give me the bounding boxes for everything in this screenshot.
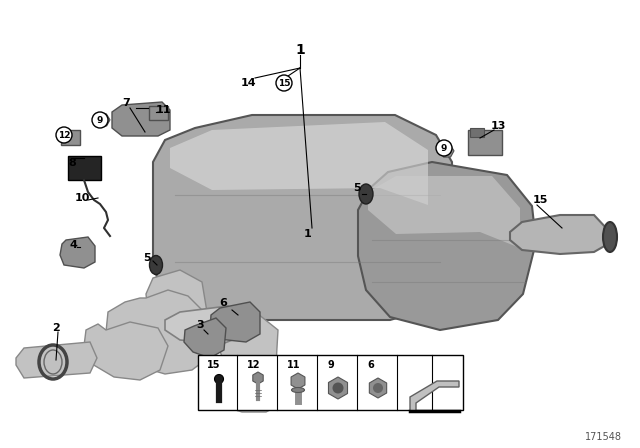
Bar xyxy=(61,130,80,145)
Text: 9: 9 xyxy=(327,360,333,370)
Polygon shape xyxy=(170,122,428,205)
Circle shape xyxy=(276,75,292,91)
Polygon shape xyxy=(410,381,459,411)
Text: 5: 5 xyxy=(353,183,361,193)
Text: 12: 12 xyxy=(58,130,70,139)
Circle shape xyxy=(56,127,72,143)
Polygon shape xyxy=(368,176,520,248)
Polygon shape xyxy=(210,357,282,412)
Text: 11: 11 xyxy=(287,360,301,370)
Text: 15: 15 xyxy=(207,360,221,370)
Text: 9: 9 xyxy=(441,143,447,152)
Polygon shape xyxy=(16,342,97,378)
Text: 5: 5 xyxy=(143,253,151,263)
Text: 12: 12 xyxy=(247,360,260,370)
Text: 7: 7 xyxy=(122,98,130,108)
Text: 171548: 171548 xyxy=(585,432,622,442)
Polygon shape xyxy=(146,270,208,328)
Circle shape xyxy=(436,140,452,156)
Text: 10: 10 xyxy=(74,193,90,203)
Text: 3: 3 xyxy=(196,320,204,330)
Ellipse shape xyxy=(359,184,373,204)
Text: 15: 15 xyxy=(532,195,548,205)
Ellipse shape xyxy=(603,222,617,252)
Polygon shape xyxy=(106,290,214,374)
Text: 15: 15 xyxy=(278,78,291,87)
Bar xyxy=(68,156,101,180)
Polygon shape xyxy=(84,322,168,380)
Text: 6: 6 xyxy=(367,360,374,370)
Circle shape xyxy=(333,383,344,393)
Text: 1: 1 xyxy=(304,229,312,239)
Text: 9: 9 xyxy=(97,116,103,125)
Polygon shape xyxy=(165,306,242,344)
Polygon shape xyxy=(60,237,95,268)
Text: 6: 6 xyxy=(219,298,227,308)
Polygon shape xyxy=(153,115,452,320)
Text: 1: 1 xyxy=(295,43,305,57)
Text: 11: 11 xyxy=(156,105,171,115)
Text: 8: 8 xyxy=(68,158,76,168)
Polygon shape xyxy=(212,314,278,374)
Polygon shape xyxy=(358,162,536,330)
Ellipse shape xyxy=(44,350,62,374)
Text: 2: 2 xyxy=(52,323,60,333)
Text: 14: 14 xyxy=(240,78,256,88)
Bar xyxy=(470,128,484,137)
Circle shape xyxy=(92,112,108,128)
Text: 13: 13 xyxy=(490,121,506,131)
Polygon shape xyxy=(210,302,260,342)
Polygon shape xyxy=(510,215,608,254)
Bar xyxy=(149,106,168,120)
Polygon shape xyxy=(112,102,170,136)
Bar xyxy=(198,355,463,410)
Bar xyxy=(468,130,502,155)
Ellipse shape xyxy=(150,255,163,275)
Text: 4: 4 xyxy=(69,240,77,250)
Ellipse shape xyxy=(291,388,305,392)
Polygon shape xyxy=(184,318,226,358)
Circle shape xyxy=(373,383,383,393)
Ellipse shape xyxy=(214,375,223,383)
